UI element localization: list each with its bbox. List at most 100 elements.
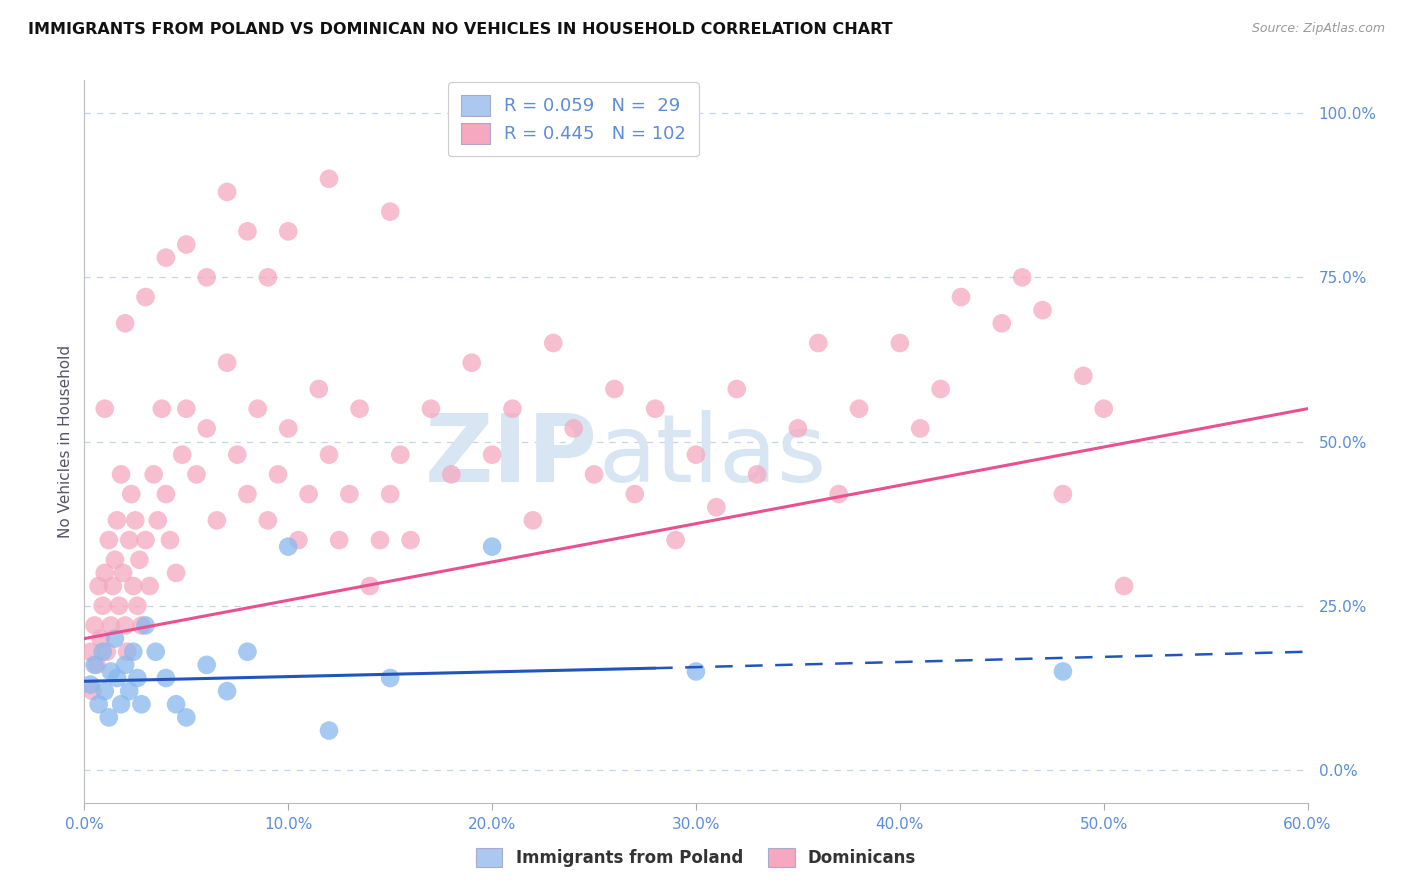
Point (108, 599, 131, 613)
Point (195, 270, 218, 285)
Point (603, 382, 626, 396)
Point (83, 657, 105, 672)
Point (79, 645, 101, 659)
Point (110, 467, 132, 482)
Point (120, 487, 142, 501)
Text: ZIP: ZIP (425, 410, 598, 502)
Point (127, 599, 149, 613)
Text: IMMIGRANTS FROM POLAND VS DOMINICAN NO VEHICLES IN HOUSEHOLD CORRELATION CHART: IMMIGRANTS FROM POLAND VS DOMINICAN NO V… (28, 22, 893, 37)
Point (172, 448, 194, 462)
Point (349, 401, 371, 416)
Point (368, 533, 391, 547)
Point (644, 401, 666, 416)
Point (787, 421, 810, 435)
Point (217, 684, 239, 698)
Point (543, 336, 565, 351)
Point (257, 270, 280, 285)
Point (562, 421, 585, 435)
Point (991, 316, 1014, 330)
Point (318, 723, 340, 738)
Point (1032, 303, 1054, 318)
Point (747, 467, 769, 482)
Point (848, 401, 870, 416)
Point (83, 618, 105, 632)
Point (389, 448, 412, 462)
Point (910, 421, 932, 435)
Point (308, 382, 330, 396)
Point (142, 467, 165, 482)
Point (287, 533, 309, 547)
Point (481, 448, 503, 462)
Point (115, 645, 138, 659)
Text: atlas: atlas (598, 410, 827, 502)
Point (135, 618, 157, 632)
Point (87, 579, 110, 593)
Point (1052, 487, 1074, 501)
Point (277, 421, 299, 435)
Legend: Immigrants from Poland, Dominicans: Immigrants from Poland, Dominicans (470, 841, 922, 874)
Point (93, 401, 115, 416)
Point (101, 579, 124, 593)
Point (186, 467, 208, 482)
Point (118, 533, 141, 547)
Point (100, 618, 122, 632)
Point (155, 671, 177, 685)
Point (91, 599, 114, 613)
Text: Source: ZipAtlas.com: Source: ZipAtlas.com (1251, 22, 1385, 36)
Point (93, 684, 115, 698)
Point (380, 204, 402, 219)
Point (195, 657, 218, 672)
Point (399, 533, 422, 547)
Point (583, 467, 606, 482)
Point (91, 645, 114, 659)
Y-axis label: No Vehicles in Household: No Vehicles in Household (58, 345, 73, 538)
Point (298, 487, 321, 501)
Point (146, 513, 169, 527)
Point (104, 553, 127, 567)
Point (165, 698, 187, 712)
Point (828, 487, 851, 501)
Point (685, 665, 707, 679)
Point (706, 500, 728, 515)
Point (155, 251, 177, 265)
Point (1114, 579, 1136, 593)
Point (481, 540, 503, 554)
Point (96, 645, 118, 659)
Point (359, 579, 381, 593)
Point (122, 645, 145, 659)
Point (685, 448, 707, 462)
Point (226, 448, 249, 462)
Point (100, 665, 122, 679)
Point (236, 487, 259, 501)
Point (122, 579, 145, 593)
Point (165, 566, 187, 580)
Point (93, 566, 115, 580)
Point (1073, 368, 1095, 383)
Point (380, 487, 402, 501)
Point (889, 336, 911, 351)
Point (104, 632, 127, 646)
Point (502, 401, 524, 416)
Point (522, 513, 544, 527)
Point (97, 710, 120, 724)
Point (929, 382, 952, 396)
Point (131, 698, 153, 712)
Point (624, 487, 647, 501)
Point (110, 698, 132, 712)
Point (135, 290, 157, 304)
Point (420, 401, 443, 416)
Point (86, 657, 108, 672)
Point (87, 698, 110, 712)
Point (127, 671, 149, 685)
Point (118, 684, 141, 698)
Point (236, 224, 259, 238)
Point (217, 185, 239, 199)
Point (159, 533, 181, 547)
Point (318, 171, 340, 186)
Point (155, 487, 177, 501)
Point (1052, 665, 1074, 679)
Point (79, 677, 101, 691)
Point (318, 448, 340, 462)
Point (807, 336, 830, 351)
Point (114, 618, 136, 632)
